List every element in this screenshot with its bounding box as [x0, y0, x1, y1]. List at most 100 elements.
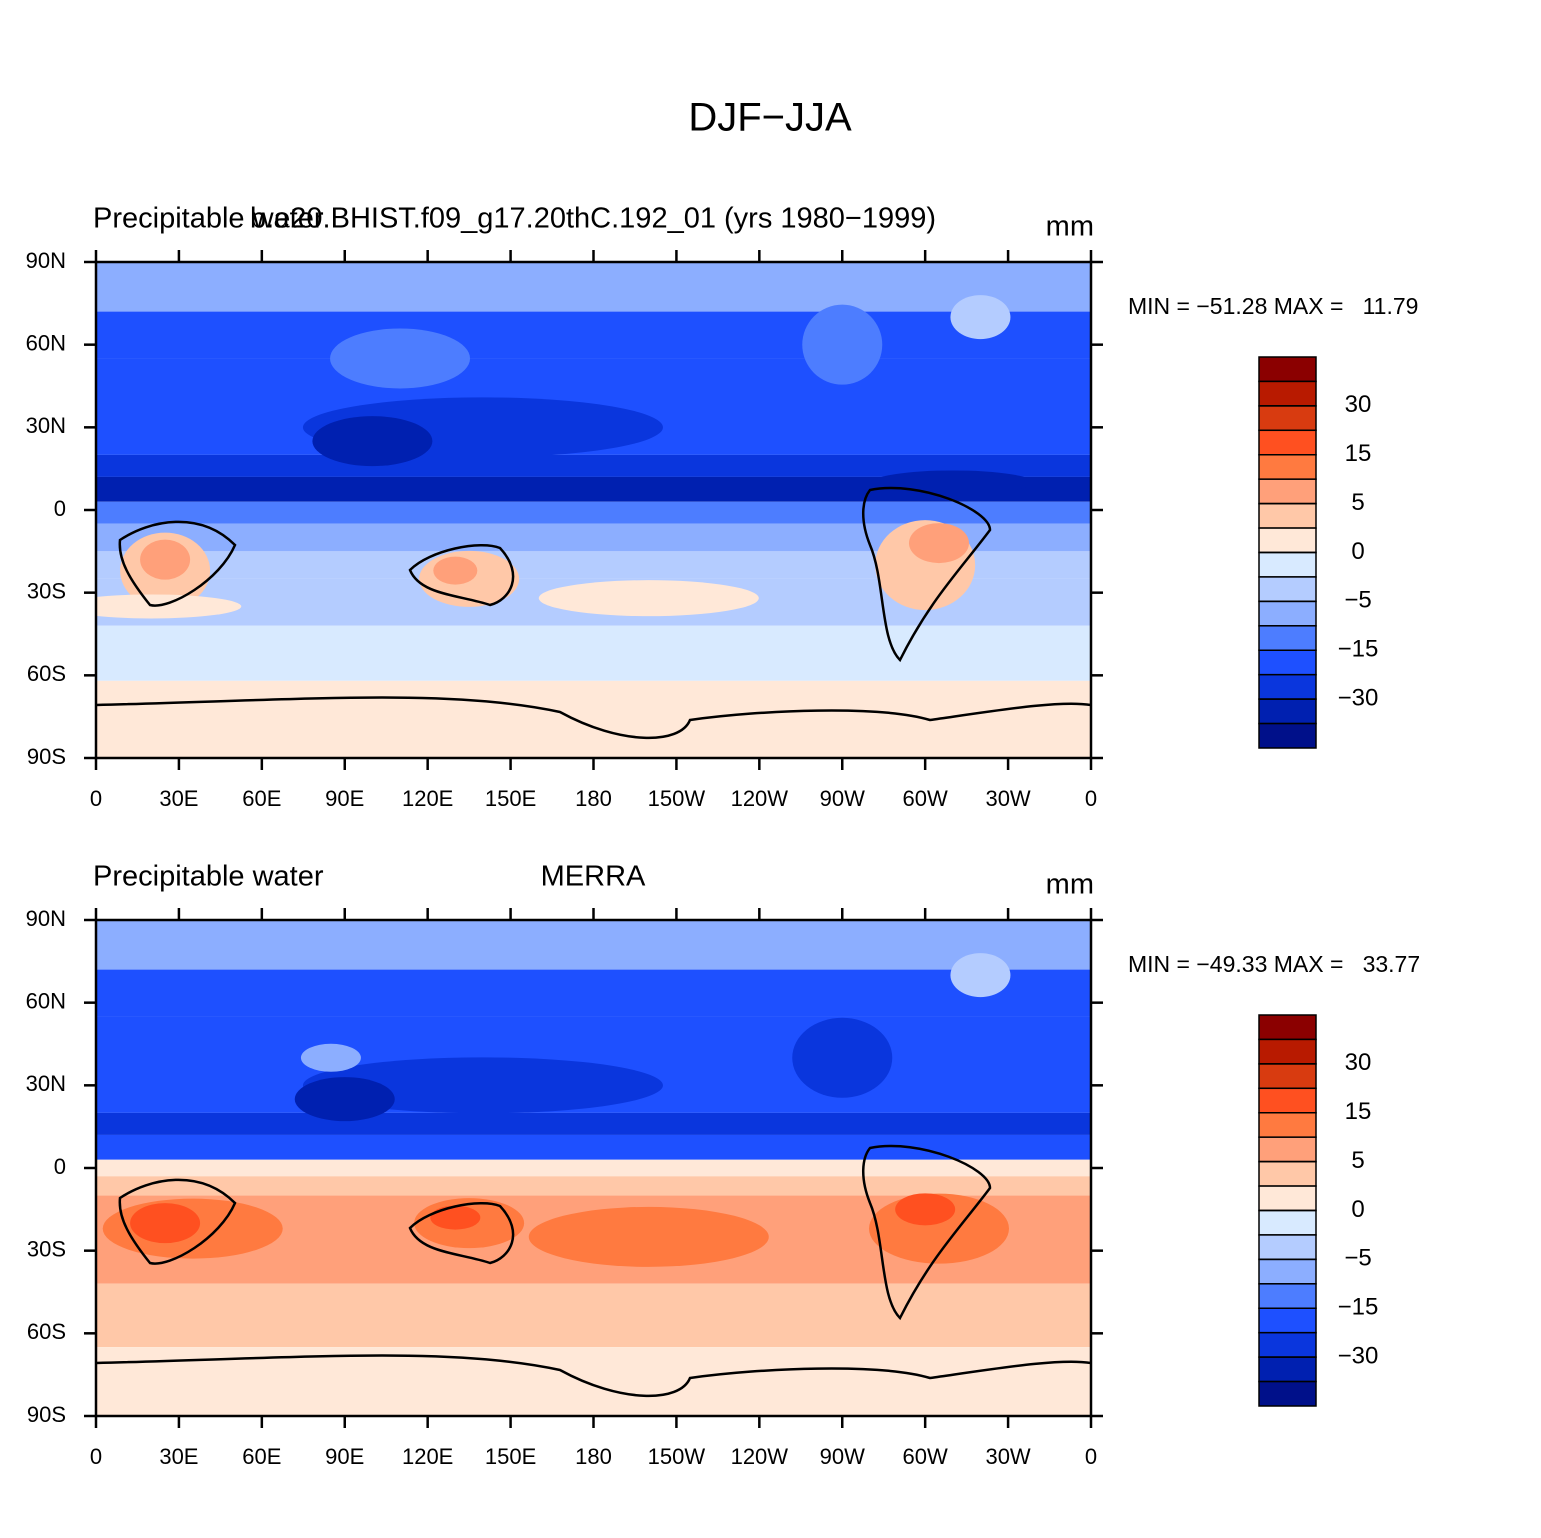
colorbar-box [1258, 478, 1317, 505]
y-tick-label: 30N [26, 413, 66, 438]
colorbar-box [1258, 1307, 1317, 1334]
y-tick-label: 0 [54, 496, 66, 521]
x-tick-label: 30W [985, 1444, 1030, 1469]
contour-field [96, 920, 1091, 1416]
colorbar-box [1258, 625, 1317, 651]
x-tick-label: 30W [985, 786, 1030, 811]
colorbar: 30 15 5 0 −5 −15 −30 [1258, 356, 1379, 749]
x-tick-label: 60E [242, 786, 281, 811]
colorbar-box [1258, 1209, 1317, 1236]
x-tick-label: 60W [903, 1444, 948, 1469]
x-tick-label: 0 [90, 786, 102, 811]
y-tick-label: 90N [26, 906, 66, 931]
x-tick-label: 90E [325, 786, 364, 811]
x-tick-label: 180 [575, 1444, 612, 1469]
coastline [118, 1178, 237, 1265]
x-tick-label: 60W [903, 786, 948, 811]
panel-left-title: Precipitable water [93, 861, 324, 893]
colorbar: 30 15 5 0 −5 −15 −30 [1258, 1014, 1379, 1407]
colorbar-label: −30 [1338, 1342, 1379, 1369]
colorbar-box [1258, 1331, 1317, 1358]
x-tick-label: 180 [575, 786, 612, 811]
x-tick-label: 90W [820, 786, 865, 811]
colorbar-label: −15 [1338, 636, 1379, 663]
colorbar-label: 15 [1345, 1098, 1372, 1125]
coastline [118, 520, 237, 607]
colorbar-box [1258, 551, 1317, 578]
panel-center-title: b.e20.BHIST.f09_g17.20thC.192_01 (yrs 19… [250, 203, 936, 235]
colorbar-box [1258, 698, 1317, 725]
y-tick-label: 30S [27, 578, 66, 603]
colorbar-box [1258, 1136, 1317, 1163]
colorbar-label: 30 [1345, 391, 1372, 418]
colorbar-box [1258, 1283, 1317, 1309]
panel-left-title: Precipitable water [93, 203, 324, 235]
y-tick-label: 60S [27, 1319, 66, 1344]
x-tick-label: 60E [242, 1444, 281, 1469]
colorbar-box [1258, 1185, 1317, 1212]
colorbar-label: −15 [1338, 1294, 1379, 1321]
coastline [408, 1202, 515, 1265]
x-tick-label: 120W [731, 1444, 789, 1469]
colorbar-box [1258, 502, 1317, 529]
x-tick-label: 90E [325, 1444, 364, 1469]
colorbar-box [1258, 380, 1317, 407]
colorbar-box [1258, 405, 1317, 432]
contour-field [96, 262, 1091, 758]
x-tick-label: 0 [1085, 786, 1097, 811]
y-tick-label: 0 [54, 1154, 66, 1179]
colorbar-label: 5 [1351, 1147, 1364, 1174]
coastline [408, 544, 515, 607]
colorbar-label: 0 [1351, 1196, 1364, 1223]
colorbar-label: 0 [1351, 538, 1364, 565]
panel-units: mm [1046, 869, 1094, 901]
colorbar-box [1258, 1160, 1317, 1187]
y-tick-label: 30S [27, 1236, 66, 1261]
panel-units: mm [1046, 211, 1094, 243]
map-panel: Precipitable water MERRA mm MIN = −49.33 MA… [26, 861, 1421, 1469]
x-tick-label: 120W [731, 786, 789, 811]
y-tick-label: 90S [27, 1402, 66, 1427]
x-tick-label: 0 [90, 1444, 102, 1469]
y-tick-label: 90N [26, 248, 66, 273]
colorbar-box [1258, 429, 1317, 456]
colorbar-label: −5 [1344, 587, 1371, 614]
coastline [96, 696, 1091, 740]
colorbar-box [1258, 1112, 1317, 1138]
min-max-label: MIN = −51.28 MAX = 11.79 [1128, 293, 1418, 319]
y-tick-label: 60S [27, 661, 66, 686]
coastline [862, 1144, 992, 1321]
min-max-label: MIN = −49.33 MAX = 33.77 [1128, 951, 1420, 977]
panel-center-title: MERRA [541, 861, 646, 893]
x-tick-label: 150W [648, 1444, 706, 1469]
colorbar-box [1258, 1356, 1317, 1383]
x-tick-label: 120E [402, 786, 453, 811]
colorbar-box [1258, 1258, 1317, 1285]
colorbar-box [1258, 600, 1317, 627]
y-tick-label: 60N [26, 330, 66, 355]
map-panel: Precipitable waterb.e20.BHIST.f09_g17.20… [26, 203, 1419, 811]
colorbar-box [1258, 1380, 1317, 1407]
colorbar-box [1258, 1038, 1317, 1065]
y-tick-label: 90S [27, 744, 66, 769]
colorbar-box [1258, 1234, 1317, 1261]
y-tick-label: 60N [26, 988, 66, 1013]
figure-title: DJF−JJA [688, 96, 852, 140]
x-tick-label: 150E [485, 1444, 536, 1469]
colorbar-label: 30 [1345, 1049, 1372, 1076]
colorbar-box [1258, 722, 1317, 749]
x-tick-label: 120E [402, 1444, 453, 1469]
colorbar-label: −30 [1338, 684, 1379, 711]
coastline [862, 486, 992, 663]
colorbar-box [1258, 576, 1317, 603]
x-tick-label: 150W [648, 786, 706, 811]
colorbar-box [1258, 1063, 1317, 1090]
colorbar-box [1258, 454, 1317, 480]
x-tick-label: 30E [159, 786, 198, 811]
colorbar-box [1258, 649, 1317, 676]
colorbar-label: 15 [1345, 440, 1372, 467]
colorbar-box [1258, 1087, 1317, 1114]
colorbar-box [1258, 527, 1317, 554]
coastline [96, 1354, 1091, 1398]
